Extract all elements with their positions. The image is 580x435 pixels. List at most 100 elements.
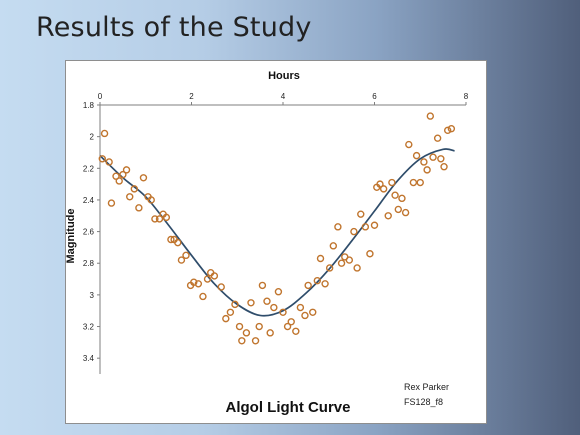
data-point [251,337,260,345]
data-point [147,196,155,204]
y-tick-label: 3 [90,291,95,300]
data-point [270,303,278,312]
data-point [304,281,312,290]
y-tick-label: 2.4 [83,196,95,205]
slide-title: Results of the Study [36,12,312,43]
data-point [391,191,399,199]
data-point [309,308,317,316]
data-point [412,151,421,160]
data-point [287,318,295,326]
y-tick-label: 2 [90,133,95,142]
y-axis-title: Magnitude [66,209,77,264]
data-point [440,163,448,171]
data-point [321,280,329,288]
data-point [190,278,198,286]
data-point [444,126,452,135]
x-tick-label: 2 [189,92,194,101]
data-point [301,311,309,320]
data-point [398,194,406,203]
data-point [366,250,374,258]
data-point [174,238,182,247]
data-point [242,329,251,337]
data-point [119,170,127,179]
data-point [388,178,396,187]
data-point [337,259,346,267]
data-point [292,327,300,335]
data-point [107,199,116,207]
x-tick-label: 0 [98,92,103,101]
data-point [105,158,113,166]
data-point [345,256,354,264]
data-point [394,205,402,214]
data-point [353,264,361,272]
y-tick-label: 1.8 [83,101,95,110]
data-point [350,227,358,236]
data-point [247,299,255,307]
x-axis-title: Hours [268,70,300,82]
data-point [325,264,334,272]
y-tick-label: 3.2 [83,323,95,332]
data-point [100,129,109,138]
data-point [222,314,230,323]
data-point [194,280,203,288]
data-point [151,215,159,223]
data-point [384,212,392,220]
credit-author: Rex Parker [404,382,449,392]
data-point [283,322,292,331]
data-point [409,178,418,187]
data-point [162,213,171,222]
data-point [203,275,212,283]
data-point [255,322,263,331]
data-point [357,210,365,218]
data-point [334,223,342,231]
data-point [235,322,244,331]
data-point [376,180,384,188]
data-point [379,185,388,193]
x-tick-label: 8 [464,92,469,101]
data-point [370,221,379,229]
data-point [98,155,106,163]
data-point [266,329,274,337]
y-tick-label: 2.2 [83,164,95,173]
data-point [296,303,305,312]
data-point [135,204,143,212]
data-point [177,256,186,264]
data-point [361,223,370,231]
data-point [126,193,134,201]
data-point [167,235,175,244]
trend-line [99,148,455,317]
data-point [199,292,207,301]
data-point [401,208,410,217]
data-point [217,283,225,291]
x-tick-label: 4 [281,92,286,101]
data-point [429,153,437,161]
data-point [423,166,431,174]
data-point [316,254,325,263]
data-point [437,155,445,163]
data-point [122,166,131,174]
algol-light-curve-chart: 0 2 4 6 8 1.8 2 2.2 2.4 2.6 2.8 3 3.2 3.4 Hours Magn… [66,70,469,416]
data-point [420,158,428,166]
data-points [98,112,456,345]
data-point [238,337,246,345]
data-point [115,177,123,185]
y-tick-label: 2.6 [83,228,95,237]
data-point [329,242,338,250]
data-point [447,125,456,133]
data-point [313,276,322,285]
x-axis: 0 2 4 6 8 [98,92,469,106]
data-point [279,308,287,316]
data-point [263,297,271,305]
y-tick-label: 3.4 [83,354,95,363]
x-tick-label: 6 [372,92,377,101]
data-point [226,308,235,316]
data-point [405,140,413,149]
data-point [182,251,190,260]
credit-figure-id: FS128_f8 [404,397,443,407]
chart-title: Algol Light Curve [226,399,351,416]
chart-panel: 0 2 4 6 8 1.8 2 2.2 2.4 2.6 2.8 3 3.2 3.4 Hours Magn… [65,60,487,424]
data-point [433,134,442,142]
data-point [231,300,239,309]
data-point [426,112,435,120]
data-point [155,215,164,223]
